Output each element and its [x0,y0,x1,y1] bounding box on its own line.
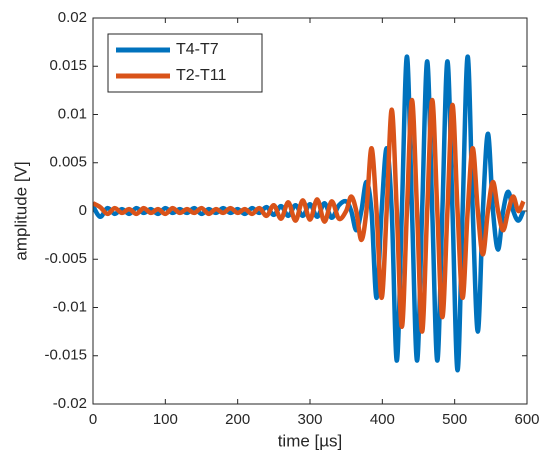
axes-box [92,17,528,405]
y-tick-label: -0.01 [53,298,87,315]
x-tick-label: 500 [442,411,467,428]
y-tick-label: 0.02 [58,9,87,26]
series-line [93,97,526,334]
x-tick-label: 300 [297,411,322,428]
y-tick-label: -0.005 [44,250,87,267]
y-tick-label: -0.015 [44,347,87,364]
y-tick-label: -0.02 [53,395,87,412]
x-tick-label: 100 [153,411,178,428]
y-tick-label: 0.015 [49,57,87,74]
x-tick-label: 400 [370,411,395,428]
x-axis-label: time [µs] [278,431,343,450]
series-line [93,54,526,373]
x-tick-label: 200 [225,411,250,428]
legend-box [107,33,263,93]
legend-label: T4-T7 [176,41,219,58]
y-tick-label: 0 [79,202,87,219]
x-tick-label: 600 [514,411,539,428]
y-axis-label: amplitude [V] [11,161,30,260]
x-tick-label: 0 [89,411,97,428]
y-tick-label: 0.005 [49,154,87,171]
y-tick-label: 0.01 [58,105,87,122]
legend-label: T2-T11 [176,67,226,84]
